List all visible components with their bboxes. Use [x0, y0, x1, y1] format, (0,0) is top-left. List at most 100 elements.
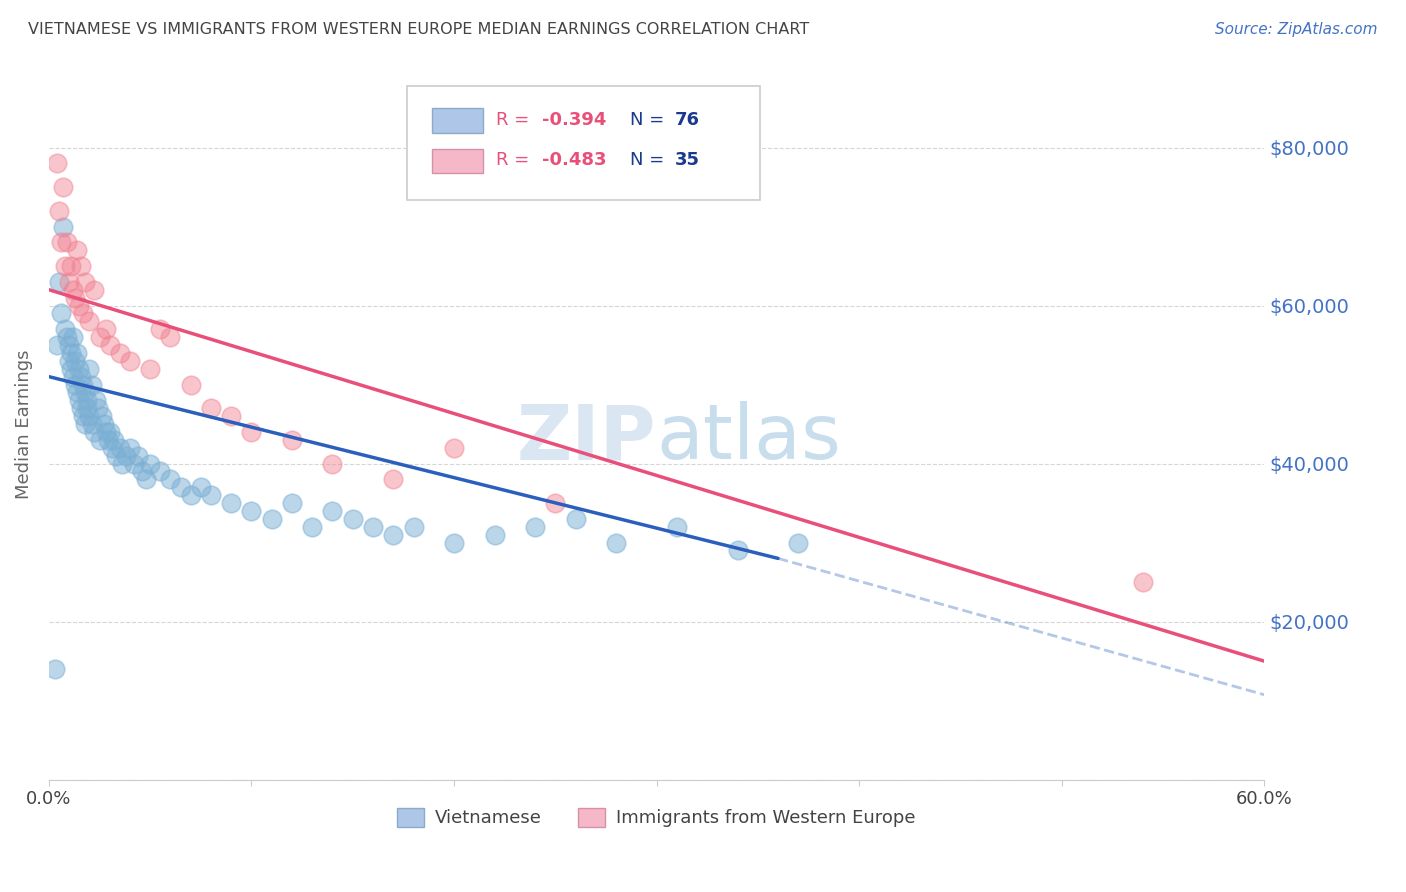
Point	[67, 299, 90, 313]
Point	[118, 354, 141, 368]
Text: VIETNAMESE VS IMMIGRANTS FROM WESTERN EUROPE MEDIAN EARNINGS CORRELATION CHART: VIETNAMESE VS IMMIGRANTS FROM WESTERN EU…	[28, 22, 810, 37]
Point	[149, 465, 172, 479]
Bar	[432, 149, 482, 173]
Point	[49, 306, 72, 320]
Text: N =: N =	[630, 152, 669, 169]
Point	[127, 449, 149, 463]
Point	[727, 543, 749, 558]
Point	[58, 338, 80, 352]
Point	[90, 409, 112, 424]
Point	[361, 520, 384, 534]
Point	[321, 457, 343, 471]
Point	[66, 244, 89, 258]
Point	[139, 361, 162, 376]
Point	[52, 180, 75, 194]
Point	[67, 361, 90, 376]
Point	[524, 520, 547, 534]
Text: -0.394: -0.394	[543, 111, 606, 128]
Point	[53, 259, 76, 273]
Point	[98, 425, 121, 439]
Point	[93, 417, 115, 431]
Point	[65, 377, 87, 392]
Point	[94, 425, 117, 439]
Point	[100, 441, 122, 455]
Point	[131, 465, 153, 479]
Point	[281, 496, 304, 510]
Point	[89, 433, 111, 447]
Point	[342, 512, 364, 526]
Point	[60, 346, 83, 360]
Text: N =: N =	[630, 111, 669, 128]
Point	[62, 283, 84, 297]
Point	[44, 662, 66, 676]
Point	[52, 219, 75, 234]
Point	[200, 401, 222, 416]
Point	[60, 259, 83, 273]
Point	[443, 535, 465, 549]
Point	[111, 457, 134, 471]
Point	[62, 369, 84, 384]
Point	[79, 409, 101, 424]
Point	[321, 504, 343, 518]
Point	[58, 354, 80, 368]
Point	[72, 306, 94, 320]
Point	[56, 330, 79, 344]
Point	[98, 338, 121, 352]
Point	[139, 457, 162, 471]
Point	[48, 275, 70, 289]
Point	[240, 425, 263, 439]
Point	[79, 314, 101, 328]
Point	[65, 354, 87, 368]
Text: R =: R =	[496, 111, 536, 128]
Point	[122, 457, 145, 471]
Point	[56, 235, 79, 250]
Text: Source: ZipAtlas.com: Source: ZipAtlas.com	[1215, 22, 1378, 37]
Point	[115, 449, 138, 463]
Text: 35: 35	[675, 152, 700, 169]
Point	[108, 346, 131, 360]
Point	[70, 401, 93, 416]
Legend: Vietnamese, Immigrants from Western Europe: Vietnamese, Immigrants from Western Euro…	[389, 801, 922, 835]
Point	[72, 377, 94, 392]
Point	[301, 520, 323, 534]
Point	[200, 488, 222, 502]
Point	[75, 275, 97, 289]
Point	[80, 377, 103, 392]
Point	[49, 235, 72, 250]
Point	[484, 527, 506, 541]
Point	[169, 480, 191, 494]
Point	[46, 338, 69, 352]
Point	[103, 433, 125, 447]
Text: ZIP: ZIP	[517, 401, 657, 475]
Text: atlas: atlas	[657, 401, 841, 475]
Point	[79, 361, 101, 376]
Point	[83, 283, 105, 297]
Point	[76, 401, 98, 416]
Point	[83, 425, 105, 439]
Point	[382, 472, 405, 486]
Point	[1132, 575, 1154, 590]
Point	[80, 417, 103, 431]
Point	[665, 520, 688, 534]
Point	[443, 441, 465, 455]
Point	[180, 488, 202, 502]
Point	[382, 527, 405, 541]
Point	[84, 393, 107, 408]
Point	[787, 535, 810, 549]
Point	[240, 504, 263, 518]
Point	[67, 393, 90, 408]
Point	[402, 520, 425, 534]
Point	[75, 417, 97, 431]
Y-axis label: Median Earnings: Median Earnings	[15, 350, 32, 499]
Text: 76: 76	[675, 111, 700, 128]
Point	[66, 385, 89, 400]
Point	[260, 512, 283, 526]
Point	[76, 393, 98, 408]
Point	[219, 409, 242, 424]
Bar	[432, 108, 482, 133]
Point	[58, 275, 80, 289]
Point	[104, 449, 127, 463]
Text: -0.483: -0.483	[543, 152, 607, 169]
Point	[72, 409, 94, 424]
Point	[65, 291, 87, 305]
